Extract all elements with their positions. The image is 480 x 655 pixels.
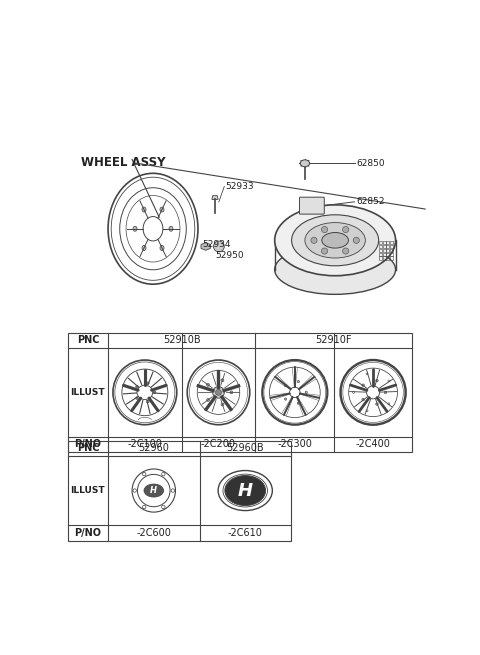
Bar <box>379 249 382 252</box>
Text: 52910B: 52910B <box>163 335 201 345</box>
Text: ILLUST: ILLUST <box>71 388 105 397</box>
Text: -2C600: -2C600 <box>136 528 171 538</box>
Text: 52933: 52933 <box>225 182 254 191</box>
Ellipse shape <box>300 160 310 167</box>
Bar <box>383 249 385 252</box>
Circle shape <box>362 384 364 386</box>
Bar <box>68 333 412 452</box>
Polygon shape <box>212 196 218 200</box>
Text: 62852: 62852 <box>356 197 384 206</box>
Text: -2C100: -2C100 <box>127 440 162 449</box>
Text: 62850: 62850 <box>356 159 384 168</box>
Text: H: H <box>150 486 157 495</box>
Bar <box>383 253 385 255</box>
Ellipse shape <box>225 476 265 506</box>
Text: PNC: PNC <box>77 443 99 453</box>
Text: 52934: 52934 <box>202 240 230 250</box>
Polygon shape <box>201 242 210 250</box>
Text: 52960B: 52960B <box>227 443 264 453</box>
Text: WHEEL ASSY: WHEEL ASSY <box>81 156 166 168</box>
Circle shape <box>362 398 364 401</box>
Circle shape <box>376 379 378 382</box>
Ellipse shape <box>305 223 365 258</box>
Ellipse shape <box>144 484 164 497</box>
Circle shape <box>311 237 317 244</box>
Text: P/NO: P/NO <box>74 440 101 449</box>
Bar <box>390 245 394 248</box>
Bar <box>379 257 382 259</box>
Bar <box>386 249 389 252</box>
Ellipse shape <box>275 245 396 294</box>
Ellipse shape <box>275 205 396 276</box>
Circle shape <box>216 390 221 395</box>
Bar <box>68 441 291 540</box>
Circle shape <box>206 383 210 386</box>
Ellipse shape <box>292 215 379 266</box>
Bar <box>386 241 389 244</box>
Text: 52950: 52950 <box>215 252 244 260</box>
Bar <box>379 245 382 248</box>
Circle shape <box>343 227 349 233</box>
Circle shape <box>343 248 349 254</box>
Text: 52960: 52960 <box>138 443 169 453</box>
Text: -2C300: -2C300 <box>277 440 312 449</box>
Text: ILLUST: ILLUST <box>71 486 105 495</box>
Text: PNC: PNC <box>77 335 99 345</box>
Circle shape <box>146 382 149 384</box>
Circle shape <box>376 403 378 405</box>
Bar <box>386 253 389 255</box>
Text: -2C200: -2C200 <box>201 440 236 449</box>
Ellipse shape <box>160 246 164 250</box>
Circle shape <box>146 400 149 403</box>
Circle shape <box>221 379 224 382</box>
Circle shape <box>297 381 300 383</box>
Circle shape <box>353 237 360 244</box>
Circle shape <box>136 385 138 388</box>
Bar <box>383 245 385 248</box>
Circle shape <box>230 391 233 394</box>
Bar <box>383 257 385 259</box>
Text: 52910F: 52910F <box>315 335 352 345</box>
Bar <box>386 257 389 259</box>
Circle shape <box>297 402 300 404</box>
Bar <box>379 241 382 244</box>
Ellipse shape <box>142 246 146 250</box>
Circle shape <box>213 386 224 398</box>
Bar <box>379 253 382 255</box>
Text: -2C610: -2C610 <box>228 528 263 538</box>
Circle shape <box>322 248 328 254</box>
Bar <box>383 241 385 244</box>
Ellipse shape <box>160 207 164 212</box>
Ellipse shape <box>169 226 173 231</box>
Circle shape <box>153 391 156 394</box>
Bar <box>390 257 394 259</box>
Circle shape <box>285 384 287 387</box>
Bar <box>386 245 389 248</box>
Circle shape <box>322 227 328 233</box>
Text: -2C400: -2C400 <box>356 440 391 449</box>
Circle shape <box>214 241 224 252</box>
FancyBboxPatch shape <box>300 197 324 214</box>
Circle shape <box>285 398 287 400</box>
Ellipse shape <box>322 233 348 248</box>
Circle shape <box>305 391 307 394</box>
Ellipse shape <box>142 207 146 212</box>
Circle shape <box>206 398 210 402</box>
Bar <box>390 253 394 255</box>
Text: P/NO: P/NO <box>74 528 101 538</box>
Circle shape <box>384 391 387 394</box>
Bar <box>390 241 394 244</box>
Circle shape <box>136 397 138 400</box>
Bar <box>390 249 394 252</box>
Ellipse shape <box>133 226 137 231</box>
Circle shape <box>221 403 224 406</box>
Text: H: H <box>238 481 253 500</box>
